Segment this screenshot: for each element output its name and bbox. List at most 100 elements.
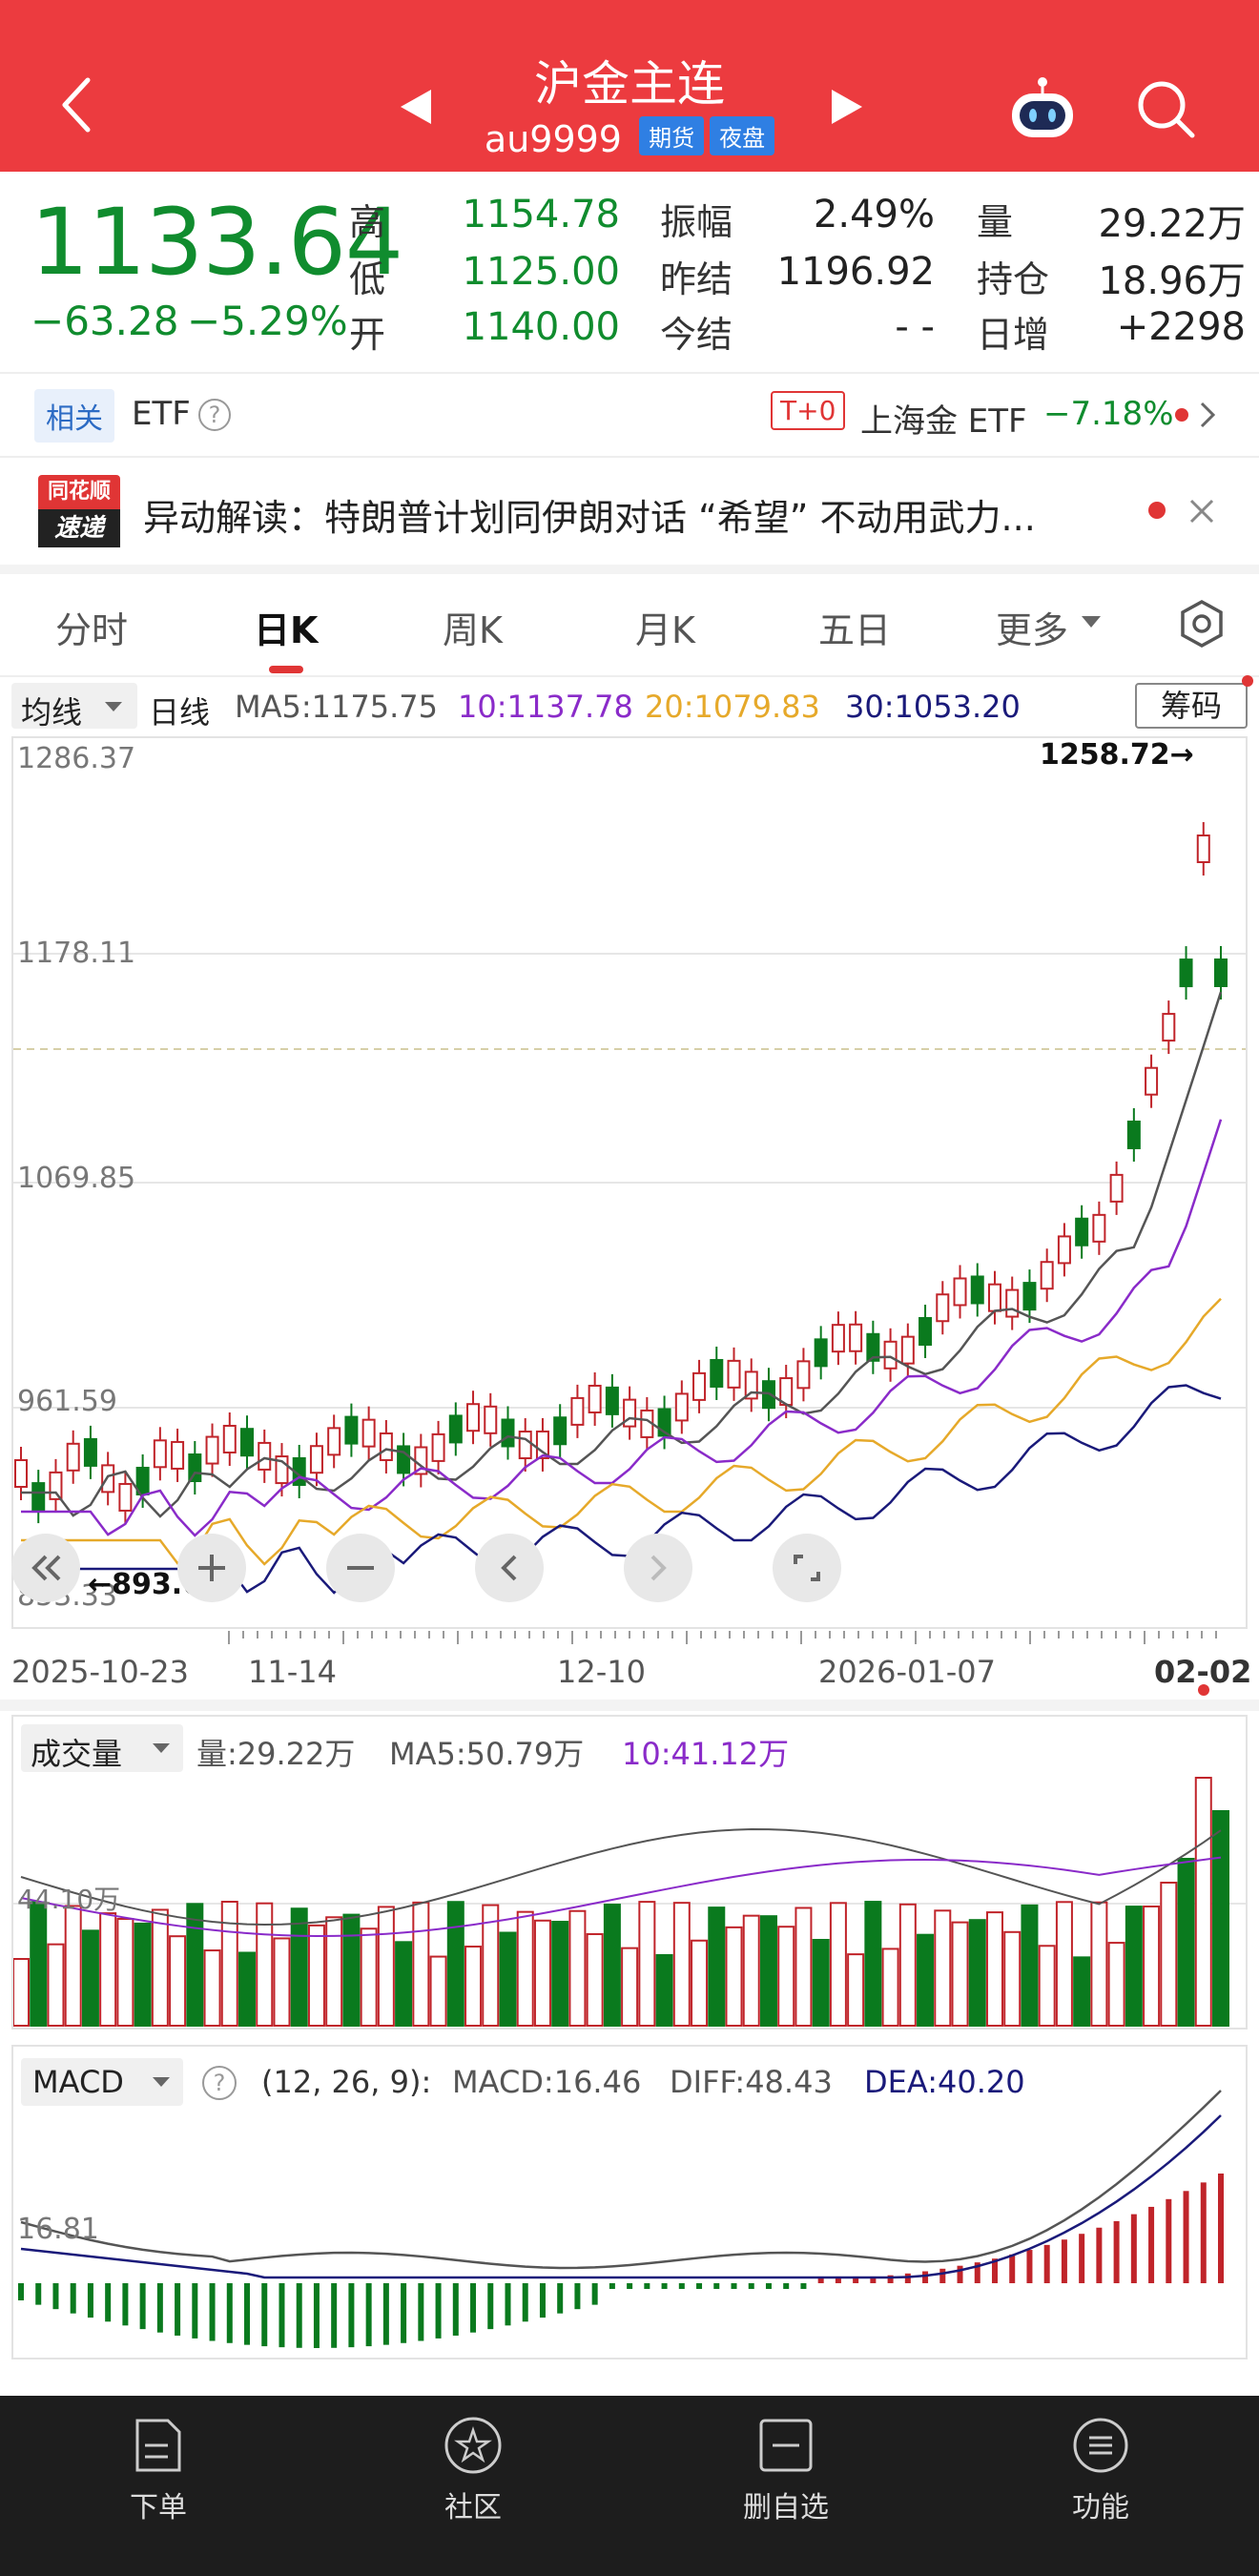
macd-histogram-bar [470, 2283, 477, 2333]
volume-chart-frame[interactable] [11, 1715, 1248, 2030]
zoom-in-button[interactable] [177, 1534, 246, 1602]
candle [222, 1424, 237, 1453]
volume-bar [777, 1926, 795, 2028]
volume-bar [708, 1906, 726, 2028]
back-icon[interactable] [57, 76, 95, 134]
volume-bar [1038, 1945, 1056, 2028]
tab-five-day[interactable]: 五日 [818, 609, 892, 651]
order-document-icon[interactable] [134, 2417, 183, 2474]
candle [883, 1340, 898, 1370]
robot-assistant-icon[interactable] [1006, 76, 1079, 143]
volume-bar [551, 1921, 569, 2027]
nav-functions[interactable]: 功能 [1072, 2491, 1129, 2524]
chevron-right-icon[interactable] [1198, 401, 1217, 429]
volume-bar [47, 1943, 65, 2027]
volume-bar [482, 1904, 500, 2027]
candle [953, 1277, 967, 1307]
candle [866, 1332, 880, 1362]
news-unread-dot [1148, 502, 1166, 519]
tab-intraday[interactable]: 分时 [55, 609, 129, 651]
nav-remove-watchlist[interactable]: 删自选 [743, 2491, 829, 2524]
last-price: 1133.64 [31, 189, 403, 296]
nav-community[interactable]: 社区 [444, 2491, 502, 2524]
kline-chart-frame[interactable] [11, 736, 1248, 1629]
related-fund-change: −7.18% [1043, 395, 1174, 433]
candle [900, 1335, 915, 1365]
divider [0, 372, 1259, 374]
volume-bar [116, 1918, 134, 2028]
candle [379, 1432, 393, 1461]
next-contract-icon[interactable] [830, 88, 864, 126]
notification-dot [1175, 408, 1188, 422]
oi-change-value: +2298 [1116, 305, 1246, 349]
scroll-left-button[interactable] [475, 1534, 544, 1602]
news-logo: 同花顺 速递 [38, 475, 120, 547]
macd-chart-frame[interactable] [11, 2045, 1248, 2360]
search-icon[interactable] [1135, 78, 1198, 141]
macd-histogram-bar [365, 2283, 372, 2347]
help-icon[interactable]: ? [198, 399, 231, 431]
volume-bar [951, 1921, 969, 2027]
prev-contract-icon[interactable] [399, 88, 433, 126]
settings-hexagon-icon[interactable] [1177, 599, 1227, 649]
ma30-value: 30:1053.20 [845, 689, 1021, 725]
macd-histogram-bar [418, 2283, 424, 2341]
tab-monthly-k[interactable]: 月K [635, 609, 695, 651]
candle [918, 1316, 933, 1346]
macd-value: MACD:16.46 [452, 2064, 642, 2100]
nav-order[interactable]: 下单 [130, 2491, 187, 2524]
plus-icon [198, 1555, 225, 1581]
bottom-nav: 下单 社区 删自选 功能 [0, 2396, 1259, 2576]
candle [1005, 1288, 1020, 1318]
volume-bar [273, 1937, 291, 2028]
open-interest-value: 18.96万 [1098, 259, 1246, 303]
x-label-2: 11-14 [248, 1654, 337, 1690]
tab-daily-k[interactable]: 日K [254, 609, 319, 651]
divider [0, 456, 1259, 458]
related-fund-name[interactable]: 上海金 ETF [860, 402, 1027, 441]
ma-selector[interactable]: 均线 [11, 683, 137, 731]
macd-histogram-bar [853, 2277, 859, 2283]
zoom-out-button[interactable] [326, 1534, 395, 1602]
tab-more[interactable]: 更多 [996, 609, 1069, 651]
tab-weekly-k[interactable]: 周K [443, 609, 503, 651]
close-icon[interactable] [1188, 498, 1215, 525]
candle [258, 1441, 272, 1471]
macd-histogram-bar [539, 2283, 546, 2318]
macd-histogram-bar [487, 2283, 494, 2330]
menu-icon[interactable] [1072, 2417, 1129, 2474]
macd-help-icon[interactable]: ? [202, 2066, 237, 2100]
macd-selector[interactable]: MACD [21, 2058, 183, 2106]
volume-bar [898, 1903, 917, 2028]
news-headline[interactable]: 异动解读：特朗普计划同伊朗对话 “希望” 不动用武力... [143, 497, 1036, 539]
x-label-4: 2026-01-07 [818, 1654, 996, 1690]
macd-histogram-bar [835, 2277, 841, 2283]
volume-selector[interactable]: 成交量 [21, 1724, 183, 1772]
macd-histogram-bar [1218, 2174, 1224, 2283]
volume-bar [621, 1947, 639, 2027]
macd-histogram-bar [696, 2283, 703, 2289]
candle [570, 1396, 585, 1426]
volume-bar [99, 1912, 117, 2028]
amplitude-value: 2.49% [813, 193, 935, 237]
chips-button[interactable]: 筹码 [1135, 683, 1248, 729]
page-title: 沪金主连 [534, 56, 725, 112]
macd-histogram-bar [1200, 2182, 1207, 2283]
scroll-left-fast-button[interactable] [11, 1534, 80, 1602]
volume-bar [586, 1932, 604, 2028]
community-star-icon[interactable] [443, 2415, 504, 2476]
candle [1109, 1173, 1124, 1203]
moving-average-line [21, 991, 1223, 1518]
macd-histogram-bar [18, 2283, 24, 2300]
macd-histogram-bar [731, 2283, 737, 2289]
macd-histogram-bar [661, 2283, 668, 2289]
remove-watchlist-icon[interactable] [757, 2417, 815, 2474]
macd-histogram-bar [279, 2283, 285, 2348]
volume-bar [812, 1939, 830, 2028]
scroll-right-button[interactable] [624, 1534, 692, 1602]
volume-bar [568, 1909, 587, 2027]
macd-histogram-bar [261, 2283, 268, 2347]
open-label: 开 [349, 314, 386, 356]
volume-bar [1160, 1882, 1178, 2027]
fullscreen-button[interactable] [773, 1534, 841, 1602]
